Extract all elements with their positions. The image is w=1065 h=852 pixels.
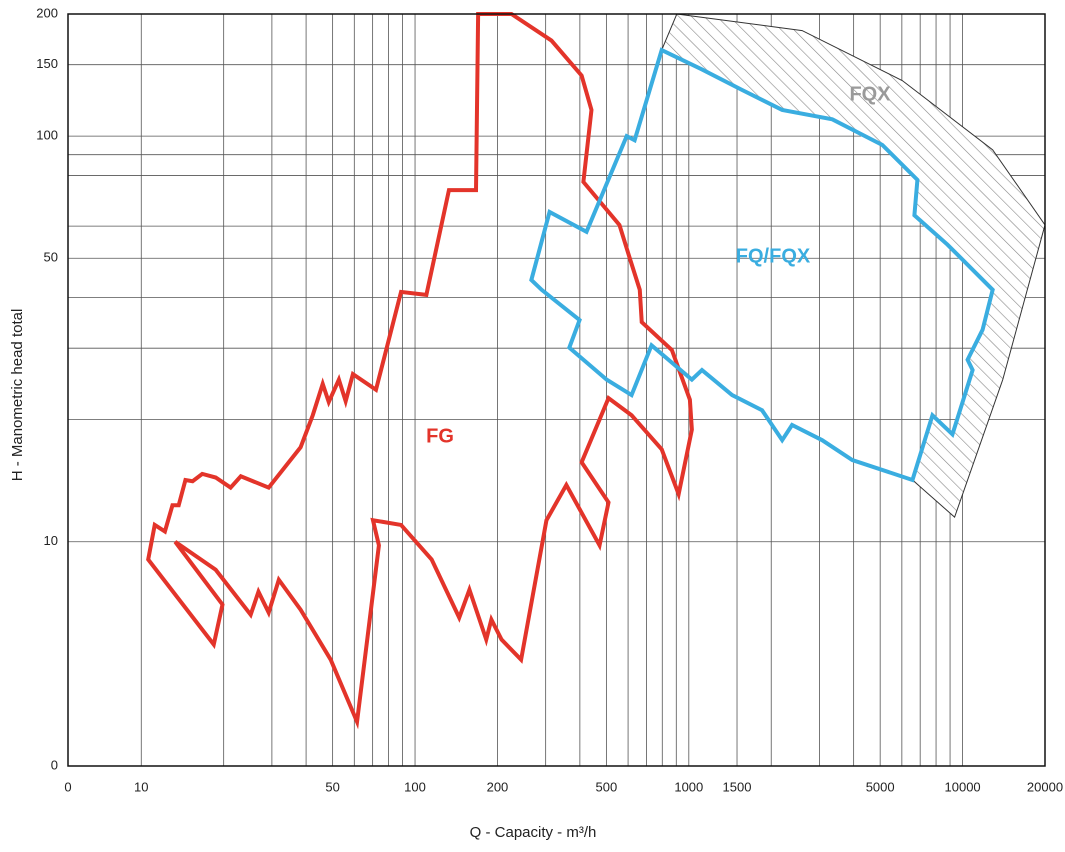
x-tick-label: 50 [325,779,339,794]
x-tick-label: 5000 [866,779,895,794]
x-tick-label: 20000 [1027,779,1063,794]
y-tick-label: 10 [44,533,58,548]
x-tick-label: 10 [134,779,148,794]
plot-frame [67,13,1046,767]
y-tick-label: 100 [36,128,58,143]
region-outline [146,12,694,730]
x-tick-label: 1000 [674,779,703,794]
region-label: FQ/FQX [736,245,811,267]
x-tick-label: 10000 [945,779,981,794]
x-tick-label: 200 [487,779,509,794]
x-tick-label: 100 [404,779,426,794]
y-axis-title: H - Manometric head total [9,309,26,482]
y-tick-label: 150 [36,56,58,71]
x-axis-title: Q - Capacity - m³/h [470,824,597,841]
region-outline [529,47,995,483]
x-tick-label: 0 [64,779,71,794]
region-label: FG [426,425,454,447]
y-tick-label: 50 [44,250,58,265]
y-tick-label: 200 [36,5,58,20]
x-tick-label: 1500 [723,779,752,794]
y-tick-label: 0 [51,757,58,772]
region-label: FQX [849,83,891,105]
x-tick-label: 500 [596,779,618,794]
